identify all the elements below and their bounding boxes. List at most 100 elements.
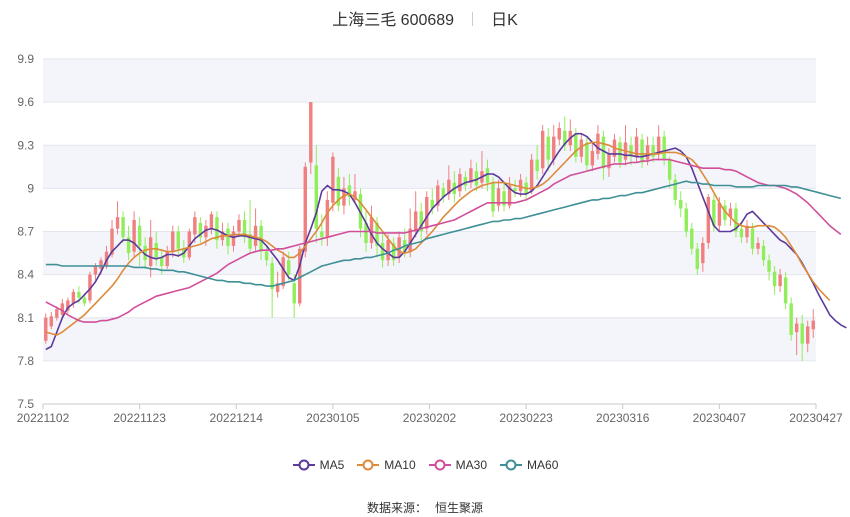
candle — [44, 313, 48, 344]
candle-body — [303, 166, 307, 252]
candle — [783, 271, 788, 310]
candle-body — [778, 274, 782, 287]
candle-body — [165, 251, 169, 266]
candle-body — [325, 199, 330, 238]
candle — [292, 274, 296, 318]
candle-body — [783, 277, 788, 304]
candle — [518, 174, 523, 197]
legend-swatch-icon — [500, 459, 523, 471]
candle-body — [485, 168, 490, 183]
legend-item-ma10[interactable]: MA10 — [356, 458, 416, 472]
candle-body — [143, 245, 147, 261]
candle-body — [275, 283, 280, 292]
candle — [419, 202, 423, 241]
y-tick-label: 7.5 — [17, 397, 34, 411]
candle-body — [518, 179, 523, 192]
candle-body — [607, 153, 611, 169]
candle-body — [739, 228, 744, 238]
candle — [115, 201, 120, 235]
candle-body — [198, 222, 203, 238]
candle — [618, 136, 622, 169]
candle — [231, 225, 236, 252]
candle — [49, 312, 53, 330]
candle-body — [430, 199, 434, 209]
candle-body — [193, 217, 197, 235]
source-label: 数据来源： — [366, 501, 427, 515]
legend-label: MA30 — [455, 458, 488, 472]
candle-body — [380, 243, 385, 261]
candle-body — [574, 133, 578, 157]
candle-body — [226, 228, 230, 246]
candle-body — [425, 197, 429, 229]
y-tick-label: 9 — [27, 181, 34, 195]
candle — [794, 317, 799, 356]
candle — [253, 208, 258, 252]
candle-body — [342, 188, 346, 206]
candle — [137, 217, 142, 266]
grid-band — [43, 360, 816, 404]
title-separator — [472, 12, 474, 26]
candle-body — [237, 220, 241, 232]
candle — [143, 237, 147, 269]
candle — [165, 245, 169, 269]
candle-body — [82, 297, 87, 304]
candle-body — [364, 222, 368, 243]
x-axis: 20221102 20221123 20221214 20230105 20230202… — [17, 403, 843, 425]
period-label: 日K — [491, 12, 518, 29]
candle — [226, 222, 230, 255]
stock-name: 上海三毛 600689 — [332, 12, 455, 29]
candle — [690, 222, 694, 255]
candle-body — [292, 283, 296, 304]
candle-body — [171, 231, 175, 252]
candle — [579, 133, 584, 163]
legend-label: MA10 — [384, 458, 416, 472]
candle-body — [242, 220, 247, 238]
candle-body — [264, 251, 269, 261]
candle — [750, 222, 755, 255]
candle-body — [148, 237, 153, 266]
candle-body — [419, 211, 423, 232]
legend-item-ma5[interactable]: MA5 — [292, 458, 344, 472]
ma5-line — [45, 132, 847, 351]
candle — [502, 182, 506, 212]
candle — [331, 152, 335, 212]
ma60-line — [45, 180, 841, 287]
candle-body — [507, 185, 512, 206]
candle — [132, 211, 136, 258]
candle-body — [772, 271, 777, 287]
candle — [60, 299, 65, 318]
legend-item-ma30[interactable]: MA30 — [428, 458, 487, 472]
candle-body — [336, 176, 341, 206]
candle-body — [286, 260, 291, 275]
candle-body — [88, 274, 92, 301]
candle — [264, 245, 269, 266]
candle-body — [761, 245, 766, 261]
candle-body — [640, 139, 644, 163]
candle-body — [717, 202, 722, 226]
candle-body — [590, 151, 595, 166]
candle-body — [662, 136, 666, 160]
candle-body — [546, 136, 550, 160]
candle — [640, 133, 644, 169]
candle-body — [811, 320, 815, 330]
candle-body — [408, 228, 412, 252]
candle — [485, 159, 490, 192]
candle — [728, 202, 733, 226]
data-source: 数据来源： 恒生聚源 — [0, 499, 850, 516]
candle-body — [49, 316, 53, 327]
candle — [513, 179, 517, 197]
candle-body — [701, 243, 705, 264]
candle-body — [540, 130, 545, 169]
candle — [673, 174, 677, 206]
candle-body — [756, 243, 760, 249]
candle-body — [463, 176, 468, 186]
candle — [701, 237, 705, 272]
legend-swatch-icon — [428, 459, 451, 471]
candle-body — [176, 231, 180, 249]
candle — [391, 237, 396, 266]
candle-body — [309, 102, 313, 163]
legend-item-ma60[interactable]: MA60 — [499, 458, 558, 472]
x-tick-label: 20230105 — [306, 411, 360, 425]
candle-body — [601, 136, 606, 169]
x-tick-label: 20221123 — [113, 411, 166, 425]
